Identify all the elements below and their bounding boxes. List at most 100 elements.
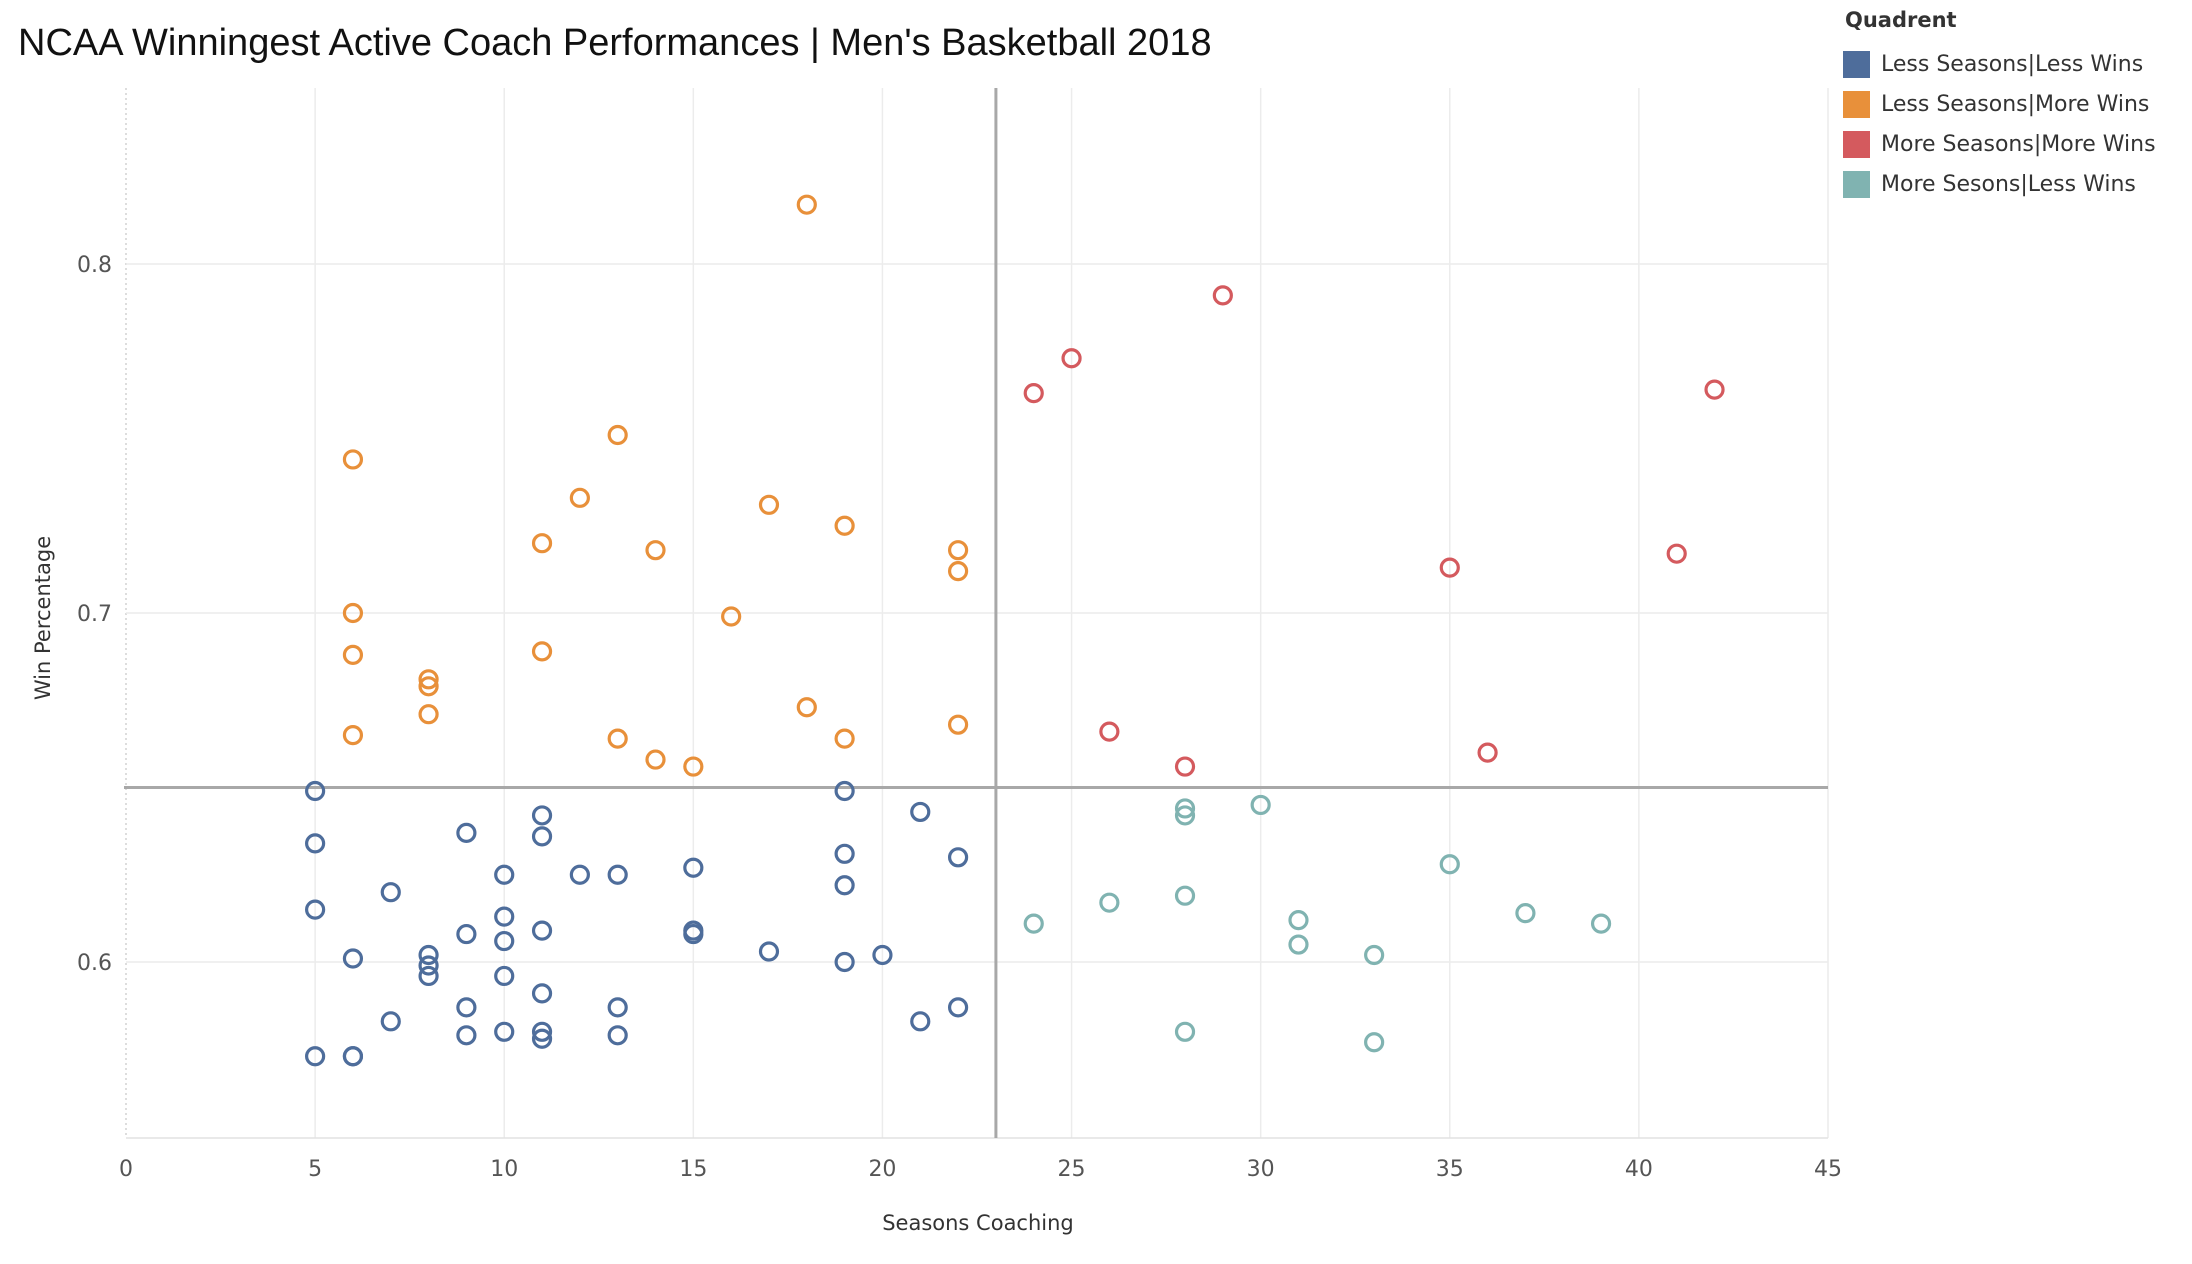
data-point: [456, 923, 477, 945]
data-point: [834, 515, 855, 536]
x-tick-label: 20: [868, 1157, 896, 1182]
reference-lines: [124, 88, 1828, 1138]
data-point: [1174, 756, 1196, 777]
data-point: [342, 449, 364, 470]
data-point: [834, 843, 855, 864]
data-point: [607, 424, 628, 446]
data-point: [947, 561, 969, 582]
data-point: [531, 805, 553, 826]
data-point: [645, 540, 666, 561]
data-point: [418, 669, 439, 690]
legend-label: More Seasons|More Wins: [1881, 131, 2156, 157]
data-point: [1364, 944, 1385, 966]
data-point: [305, 833, 326, 854]
data-point: [342, 948, 364, 969]
grid-lines: [125, 88, 1829, 1139]
legend-item-less-seasons-less-wins[interactable]: Less Seasons|Less Wins: [1843, 44, 2183, 84]
data-point: [1099, 892, 1120, 913]
data-point: [569, 864, 590, 885]
data-point: [342, 1046, 364, 1067]
data-point: [1590, 913, 1612, 934]
legend-item-more-sesons-less-wins[interactable]: More Sesons|Less Wins: [1843, 164, 2183, 204]
data-point: [1364, 1032, 1385, 1053]
data-point: [834, 780, 855, 802]
data-point: [758, 941, 780, 962]
data-point: [1174, 1021, 1196, 1042]
data-point: [607, 1025, 628, 1046]
legend-item-less-seasons-more-wins[interactable]: Less Seasons|More Wins: [1843, 84, 2183, 124]
data-points: [305, 194, 1725, 1067]
x-tick-label: 5: [308, 1157, 322, 1182]
data-point: [494, 864, 515, 885]
legend-label: Less Seasons|Less Wins: [1881, 51, 2144, 77]
data-point: [796, 697, 817, 718]
data-point: [494, 930, 515, 952]
x-axis-label: Seasons Coaching: [882, 1211, 1074, 1235]
data-point: [910, 1011, 931, 1032]
legend-swatch: [1843, 170, 1870, 198]
data-point: [494, 965, 515, 987]
data-point: [342, 602, 364, 624]
data-point: [342, 725, 364, 746]
data-point: [305, 780, 326, 802]
legend-swatch: [1843, 130, 1870, 158]
data-point: [1174, 805, 1196, 826]
data-point: [683, 923, 704, 945]
data-point: [531, 983, 553, 1004]
data-point: [607, 997, 628, 1018]
data-point: [531, 1028, 553, 1049]
data-point: [456, 1025, 477, 1046]
data-point: [1250, 794, 1271, 816]
data-point: [494, 1021, 515, 1042]
data-point: [418, 676, 439, 697]
data-point: [418, 944, 439, 966]
data-point: [1023, 913, 1044, 934]
x-tick-label: 25: [1058, 1157, 1086, 1182]
data-point: [380, 882, 401, 903]
x-tick-label: 30: [1247, 1157, 1275, 1182]
data-point: [1061, 348, 1082, 369]
y-axis-label: Win Percentage: [31, 536, 55, 700]
data-point: [645, 749, 666, 770]
data-point: [531, 1021, 553, 1042]
data-point: [531, 826, 553, 847]
data-point: [1477, 742, 1498, 763]
legend-item-more-seasons-more-wins[interactable]: More Seasons|More Wins: [1843, 124, 2183, 164]
x-tick-label: 40: [1625, 1157, 1653, 1182]
x-tick-label: 35: [1436, 1157, 1464, 1182]
data-point: [342, 644, 364, 665]
data-point: [569, 487, 590, 508]
legend-label: More Sesons|Less Wins: [1881, 171, 2136, 197]
data-point: [305, 899, 326, 920]
data-point: [1212, 285, 1233, 306]
data-point: [1174, 885, 1196, 906]
data-point: [494, 906, 515, 927]
data-point: [683, 857, 704, 878]
legend-swatch: [1843, 90, 1870, 118]
x-tick-label: 45: [1814, 1157, 1842, 1182]
data-point: [834, 728, 855, 749]
scatter-plot: 0 5 10 15 20 25 30 35 40 45 0.6 0.7 0.8 Seasons Coac…: [31, 88, 1842, 1235]
data-point: [1439, 557, 1460, 578]
data-point: [834, 951, 855, 973]
data-point: [456, 822, 477, 843]
data-point: [531, 641, 553, 662]
data-point: [1704, 379, 1725, 400]
axis-tick-labels: 0 5 10 15 20 25 30 35 40 45 0.6 0.7 0.8: [77, 253, 1842, 1182]
x-tick-label: 15: [679, 1157, 707, 1182]
data-point: [758, 494, 780, 515]
data-point: [872, 944, 893, 966]
data-point: [1023, 383, 1044, 404]
legend-label: Less Seasons|More Wins: [1881, 91, 2150, 117]
legend-swatch: [1843, 50, 1870, 78]
data-point: [1666, 543, 1687, 564]
data-point: [418, 704, 439, 725]
data-point: [1099, 721, 1120, 742]
data-point: [531, 533, 553, 554]
data-point: [796, 194, 817, 215]
data-point: [380, 1011, 401, 1032]
data-point: [1439, 854, 1460, 875]
data-point: [531, 920, 553, 941]
legend: Quadrent Less Seasons|Less Wins Less Sea…: [1843, 8, 2183, 204]
data-point: [947, 714, 969, 735]
